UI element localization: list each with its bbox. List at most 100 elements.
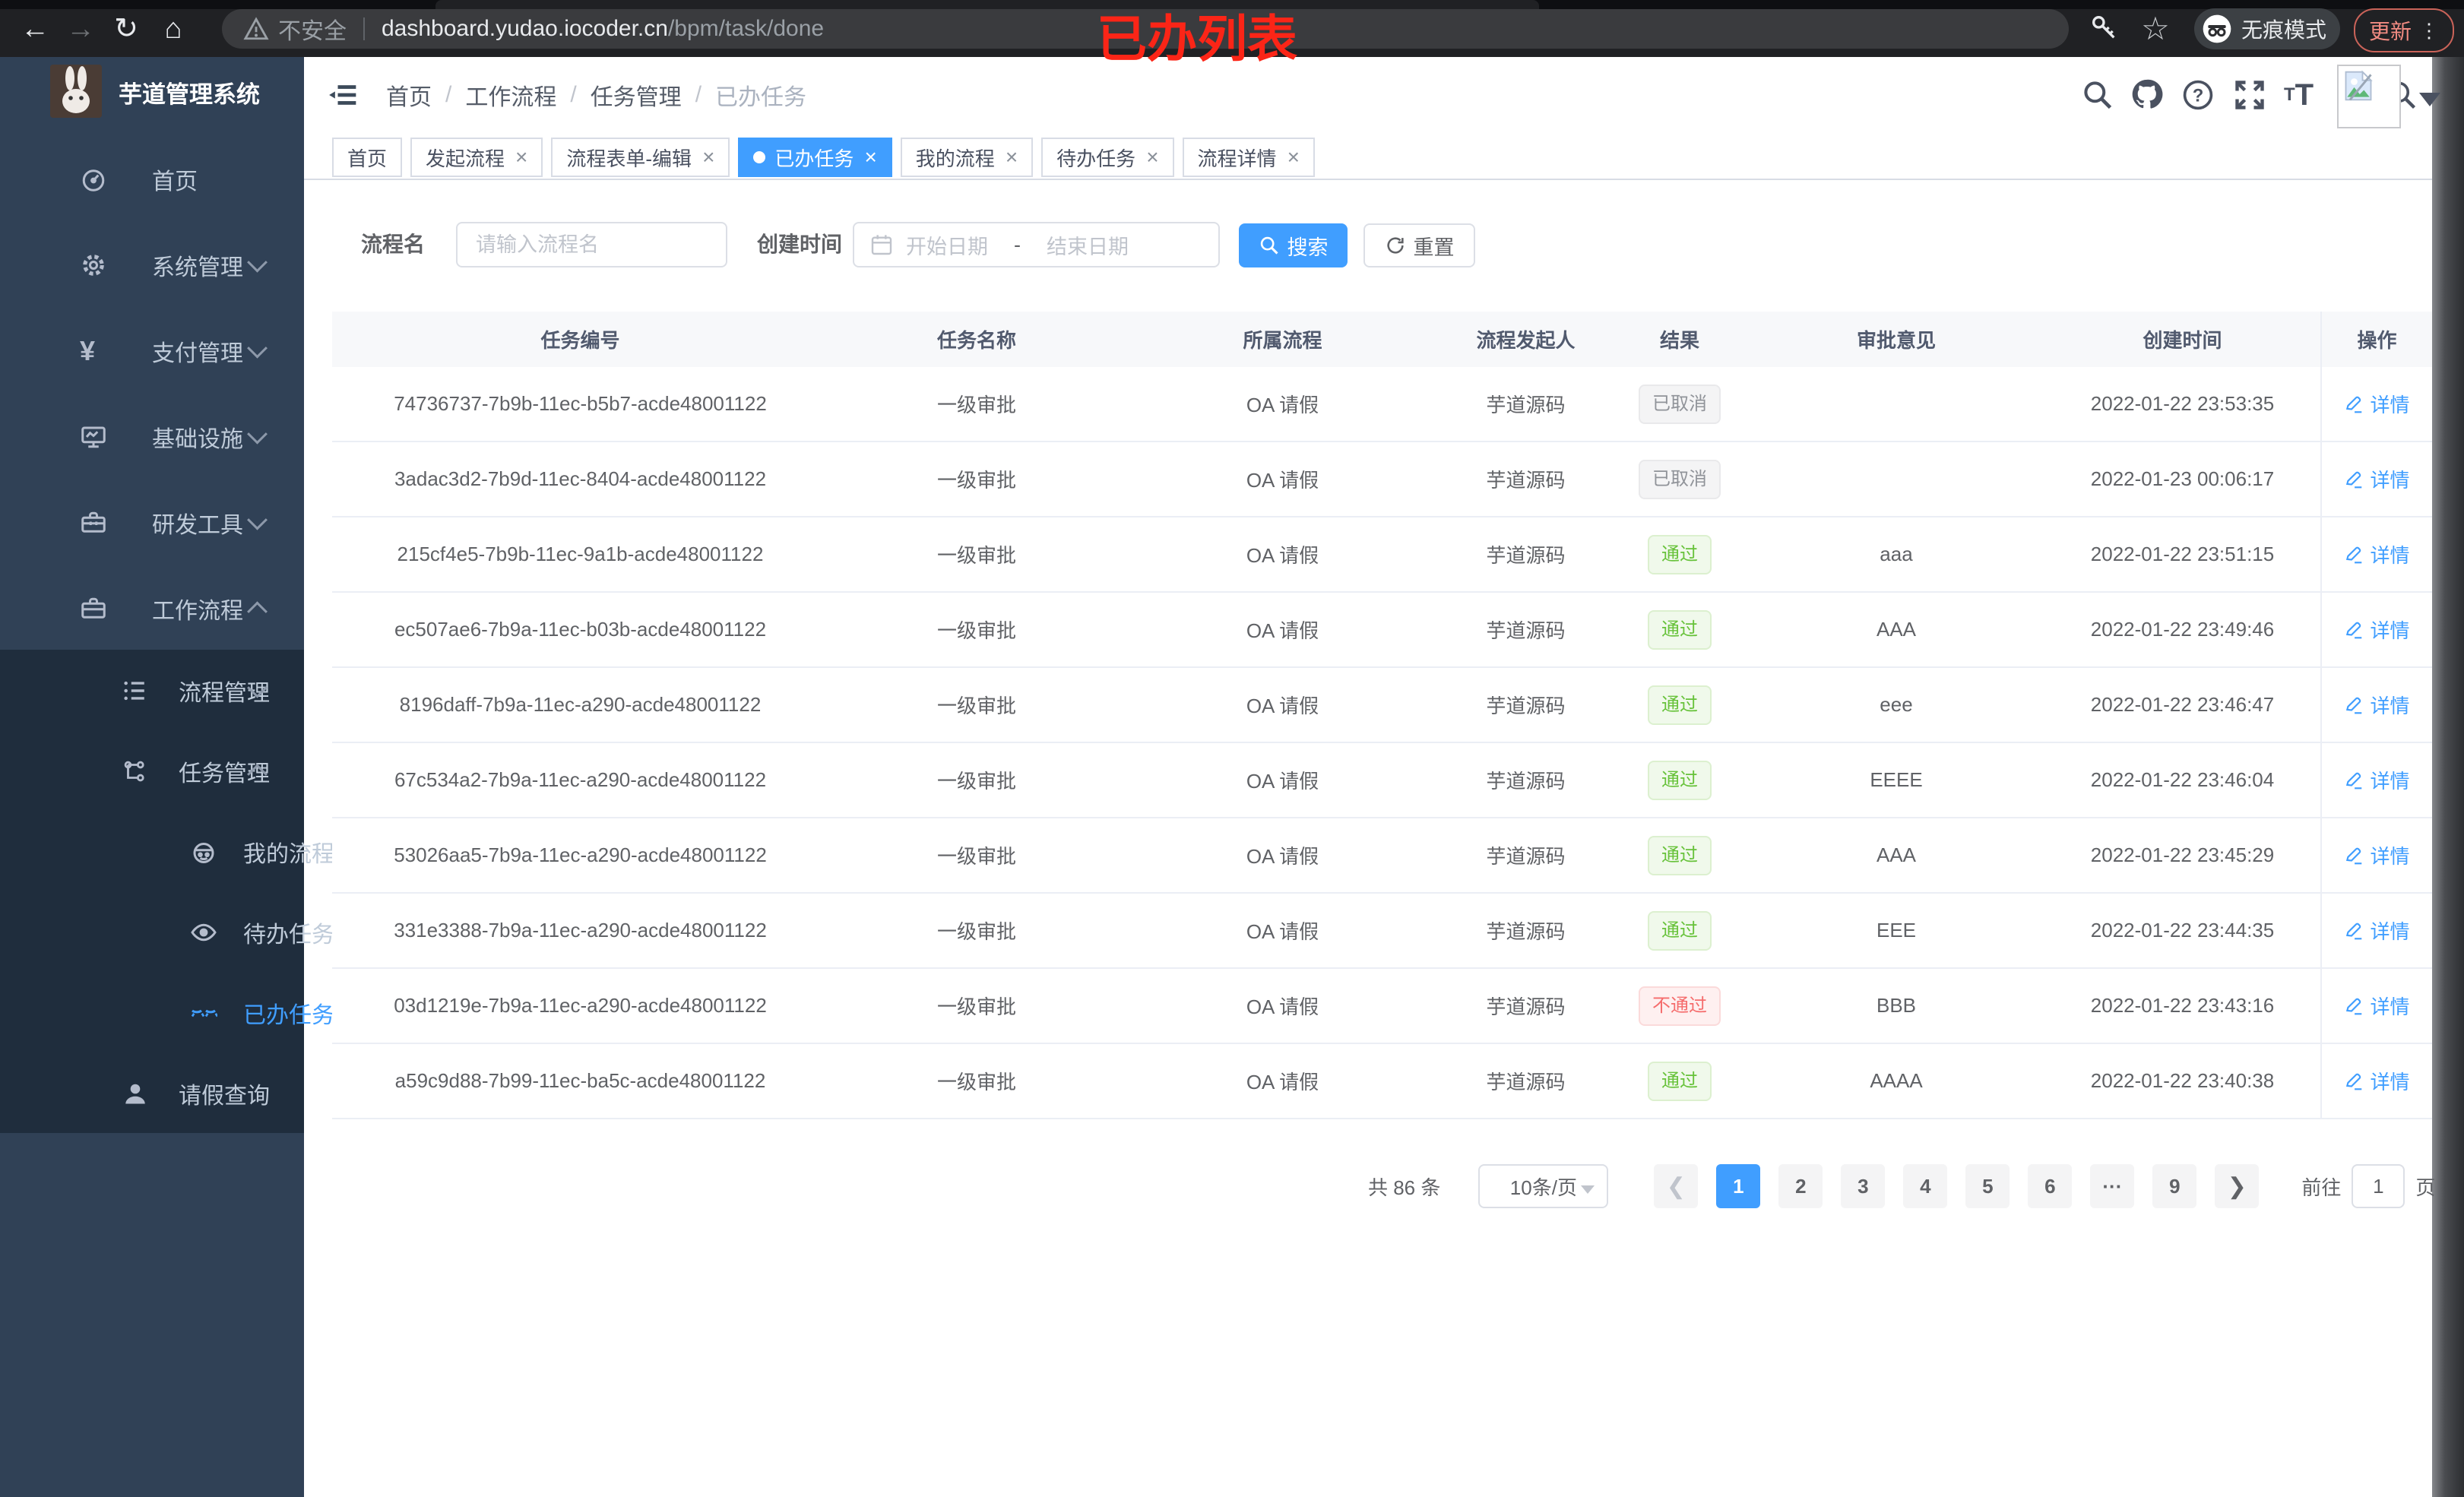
tab-我的流程[interactable]: 我的流程 × xyxy=(900,138,1034,177)
browser-reload-icon[interactable]: ↻ xyxy=(114,13,138,45)
detail-link[interactable]: 详情 xyxy=(2344,540,2410,568)
bookmark-star-icon[interactable]: ☆ xyxy=(2141,11,2170,46)
reset-button[interactable]: 重置 xyxy=(1363,223,1475,267)
font-size-icon[interactable]: TT xyxy=(2284,78,2314,112)
tab-close-icon[interactable]: × xyxy=(1005,145,1018,169)
sidebar-item-首页[interactable]: 首页 xyxy=(0,136,304,222)
page-button-2[interactable]: 2 xyxy=(1778,1164,1823,1208)
tab-待办任务[interactable]: 待办任务 × xyxy=(1041,138,1174,177)
detail-link[interactable]: 详情 xyxy=(2344,691,2410,719)
sidebar-item-我的流程[interactable]: 我的流程 xyxy=(0,812,334,892)
detail-link-label[interactable]: 详情 xyxy=(2370,995,2410,1018)
breadcrumb-item-首页[interactable]: 首页 xyxy=(386,85,432,110)
search-button[interactable]: 搜索 xyxy=(1239,223,1348,267)
tab-label[interactable]: 我的流程 xyxy=(915,147,995,170)
page-button-4[interactable]: 4 xyxy=(1903,1164,1948,1208)
detail-link[interactable]: 详情 xyxy=(2344,841,2410,869)
tab-close-icon[interactable]: × xyxy=(1287,145,1300,169)
url-path[interactable]: /bpm/task/done xyxy=(667,16,825,41)
tab-label[interactable]: 流程详情 xyxy=(1197,147,1277,170)
detail-link-label[interactable]: 详情 xyxy=(2370,619,2410,642)
tab-流程表单-编辑[interactable]: 流程表单-编辑 × xyxy=(551,138,730,177)
end-date-placeholder[interactable]: 结束日期 xyxy=(1047,235,1129,258)
browser-home-icon[interactable]: ⌂ xyxy=(164,13,182,45)
detail-link-label[interactable]: 详情 xyxy=(2370,695,2410,717)
date-range-picker[interactable]: 开始日期 - 结束日期 xyxy=(853,222,1220,267)
detail-link-label[interactable]: 详情 xyxy=(2370,845,2410,868)
page-button-9[interactable]: 9 xyxy=(2152,1164,2197,1208)
tab-label[interactable]: 已办任务 xyxy=(774,147,854,170)
sidebar-item-基础设施[interactable]: 基础设施 xyxy=(0,394,304,479)
detail-link[interactable]: 详情 xyxy=(2344,1067,2410,1095)
sidebar-collapse-icon[interactable] xyxy=(325,78,359,112)
detail-link-label[interactable]: 详情 xyxy=(2370,770,2410,793)
address-bar[interactable]: 不安全 dashboard.yudao.iocoder.cn /bpm/task… xyxy=(222,9,2069,49)
app-logo-row[interactable]: 芋道管理系统 xyxy=(0,63,304,131)
tab-首页[interactable]: 首页 xyxy=(332,138,403,177)
detail-link-label[interactable]: 详情 xyxy=(2370,1071,2410,1093)
detail-link[interactable]: 详情 xyxy=(2344,616,2410,644)
update-label[interactable]: 更新 xyxy=(2368,20,2412,43)
sidebar-item-请假查询[interactable]: 请假查询 xyxy=(0,1053,304,1134)
page-size-select[interactable]: 10条/页 xyxy=(1478,1164,1609,1208)
process-name-input[interactable] xyxy=(456,222,727,267)
tab-close-icon[interactable]: × xyxy=(515,145,528,169)
sidebar-item-已办任务[interactable]: 已办任务 xyxy=(0,973,334,1053)
detail-link[interactable]: 详情 xyxy=(2344,992,2410,1020)
sidebar-item-任务管理[interactable]: 任务管理 xyxy=(0,731,304,812)
detail-link-label[interactable]: 详情 xyxy=(2370,394,2410,416)
page-button-5[interactable]: 5 xyxy=(1965,1164,2010,1208)
page-more-button[interactable]: ··· xyxy=(2090,1164,2135,1208)
github-octocat-icon[interactable] xyxy=(2130,77,2163,110)
sidebar-item-系统管理[interactable]: 系统管理 xyxy=(0,222,304,308)
detail-link-label[interactable]: 详情 xyxy=(2370,920,2410,943)
browser-menu-dots-icon[interactable]: ⋮ xyxy=(2419,18,2439,42)
page-button-1[interactable]: 1 xyxy=(1716,1164,1761,1208)
search-icon[interactable] xyxy=(2081,78,2114,112)
page-size-value[interactable]: 10条/页 xyxy=(1509,1176,1577,1199)
tab-label[interactable]: 发起流程 xyxy=(426,147,505,170)
tab-label[interactable]: 流程表单-编辑 xyxy=(566,147,692,170)
breadcrumb-item-任务管理[interactable]: 任务管理 xyxy=(590,85,682,110)
fullscreen-icon[interactable] xyxy=(2233,78,2266,112)
prev-page-button[interactable]: ❮ xyxy=(1654,1164,1699,1208)
start-date-placeholder[interactable]: 开始日期 xyxy=(906,235,988,258)
goto-page-input[interactable] xyxy=(2352,1164,2405,1208)
breadcrumb-item-工作流程[interactable]: 工作流程 xyxy=(465,85,557,110)
browser-forward-icon[interactable]: → xyxy=(66,13,95,45)
browser-back-icon[interactable]: ← xyxy=(21,13,49,45)
url-host[interactable]: dashboard.yudao.iocoder.cn xyxy=(382,16,668,41)
sidebar-item-工作流程[interactable]: 工作流程 xyxy=(0,565,304,651)
tab-close-icon[interactable]: × xyxy=(864,145,877,169)
reset-button-label[interactable]: 重置 xyxy=(1413,236,1455,259)
detail-link[interactable]: 详情 xyxy=(2344,916,2410,945)
tab-已办任务[interactable]: 已办任务 × xyxy=(738,138,892,177)
avatar[interactable] xyxy=(2337,65,2401,128)
sidebar-item-支付管理[interactable]: ¥ 支付管理 xyxy=(0,308,304,394)
detail-link-label[interactable]: 详情 xyxy=(2370,469,2410,492)
password-key-icon[interactable] xyxy=(2089,12,2125,49)
not-secure-label[interactable]: 不安全 xyxy=(278,19,347,44)
tab-close-icon[interactable]: × xyxy=(702,145,715,169)
tab-发起流程[interactable]: 发起流程 × xyxy=(410,138,543,177)
detail-link-label[interactable]: 详情 xyxy=(2370,544,2410,567)
sidebar-item-研发工具[interactable]: 研发工具 xyxy=(0,479,304,565)
page-button-6[interactable]: 6 xyxy=(2028,1164,2073,1208)
tab-label[interactable]: 首页 xyxy=(347,147,388,170)
help-icon[interactable]: ? xyxy=(2181,78,2215,112)
incognito-badge[interactable]: 无痕模式 xyxy=(2194,8,2340,49)
sidebar-item-待办任务[interactable]: 待办任务 xyxy=(0,892,334,973)
tab-close-icon[interactable]: × xyxy=(1146,145,1159,169)
next-page-button[interactable]: ❯ xyxy=(2215,1164,2260,1208)
detail-link[interactable]: 详情 xyxy=(2344,465,2410,493)
page-button-3[interactable]: 3 xyxy=(1841,1164,1886,1208)
browser-update-button[interactable]: 更新 ⋮ xyxy=(2354,8,2454,52)
tab-label[interactable]: 待办任务 xyxy=(1056,147,1136,170)
detail-link[interactable]: 详情 xyxy=(2344,390,2410,418)
detail-link[interactable]: 详情 xyxy=(2344,766,2410,794)
tab-流程详情[interactable]: 流程详情 × xyxy=(1182,138,1315,177)
avatar-dropdown-caret-icon[interactable] xyxy=(2419,93,2440,106)
browser-active-tab[interactable] xyxy=(435,0,1539,9)
search-button-label[interactable]: 搜索 xyxy=(1287,236,1329,259)
sidebar-item-流程管理[interactable]: 流程管理 xyxy=(0,650,304,731)
